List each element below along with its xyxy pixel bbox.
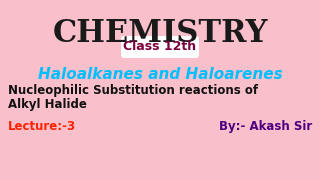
FancyBboxPatch shape	[121, 36, 199, 58]
Text: Haloalkanes and Haloarenes: Haloalkanes and Haloarenes	[38, 67, 282, 82]
Text: Alkyl Halide: Alkyl Halide	[8, 98, 87, 111]
Text: By:- Akash Sir: By:- Akash Sir	[219, 120, 312, 133]
Text: Lecture:-3: Lecture:-3	[8, 120, 76, 133]
Text: Nucleophilic Substitution reactions of: Nucleophilic Substitution reactions of	[8, 84, 258, 97]
Text: Class 12th: Class 12th	[124, 40, 196, 53]
Text: CHEMISTRY: CHEMISTRY	[52, 18, 268, 49]
